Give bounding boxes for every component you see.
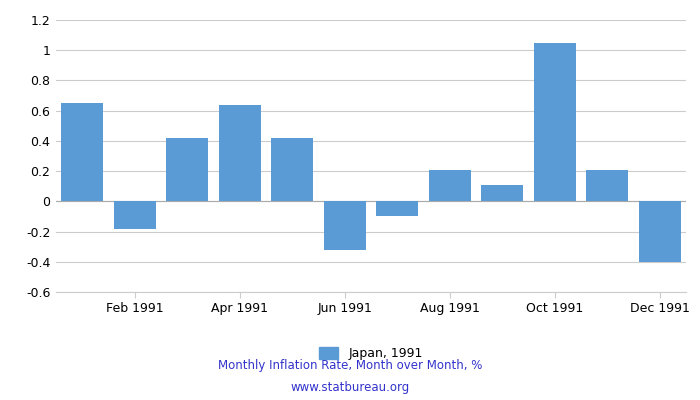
Bar — [482, 185, 524, 201]
Legend: Japan, 1991: Japan, 1991 — [319, 347, 423, 360]
Bar — [323, 201, 365, 250]
Text: Monthly Inflation Rate, Month over Month, %: Monthly Inflation Rate, Month over Month… — [218, 360, 482, 372]
Bar — [62, 103, 104, 201]
Bar — [428, 170, 470, 201]
Text: www.statbureau.org: www.statbureau.org — [290, 381, 410, 394]
Bar — [587, 170, 629, 201]
Bar — [218, 105, 260, 201]
Bar — [272, 138, 314, 201]
Bar — [167, 138, 209, 201]
Bar — [533, 43, 575, 201]
Bar — [113, 201, 155, 228]
Bar — [638, 201, 680, 262]
Bar — [377, 201, 419, 216]
